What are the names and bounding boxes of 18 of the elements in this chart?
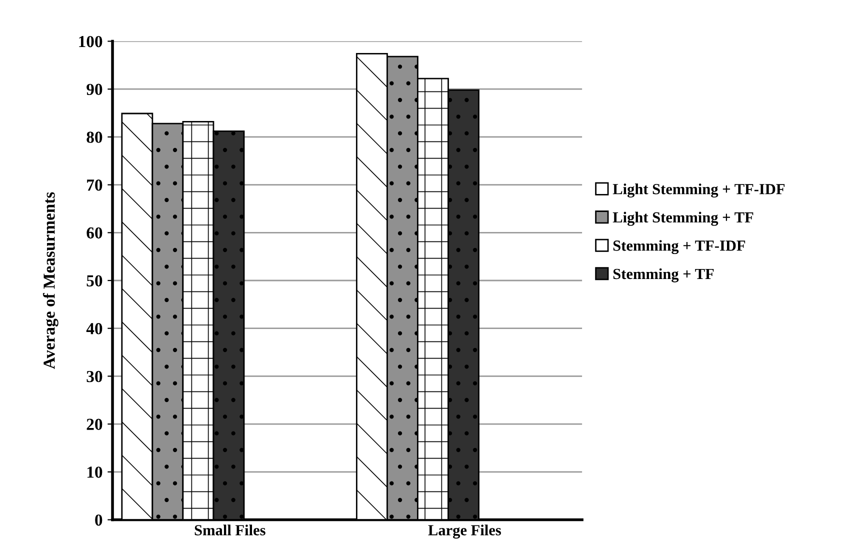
y-tick-label: 100 — [79, 36, 102, 48]
y-tick-label: 60 — [86, 227, 102, 239]
y-tick-label: 90 — [86, 84, 102, 96]
legend-label: Light Stemming + TF-IDF — [612, 184, 785, 198]
legend-label: Stemming + TF-IDF — [613, 240, 746, 254]
x-tick-label: Large Files — [428, 524, 501, 539]
y-tick-label: 50 — [86, 275, 102, 286]
x-tick-label: Small Files — [194, 524, 266, 536]
y-tick-label: 20 — [86, 418, 102, 430]
legend-label: Stemming + TF — [613, 268, 714, 282]
legend-label: Light Stemming + TF — [612, 212, 754, 226]
y-tick-label: 80 — [86, 132, 102, 143]
y-tick-label: 30 — [86, 370, 102, 382]
y-tick-label: 40 — [86, 323, 102, 334]
y-tick-label: 0 — [95, 514, 102, 526]
y-tick-label: 10 — [87, 466, 102, 478]
y-axis-title: Average of Measurments — [42, 192, 58, 370]
y-tick-label: 70 — [87, 180, 102, 191]
